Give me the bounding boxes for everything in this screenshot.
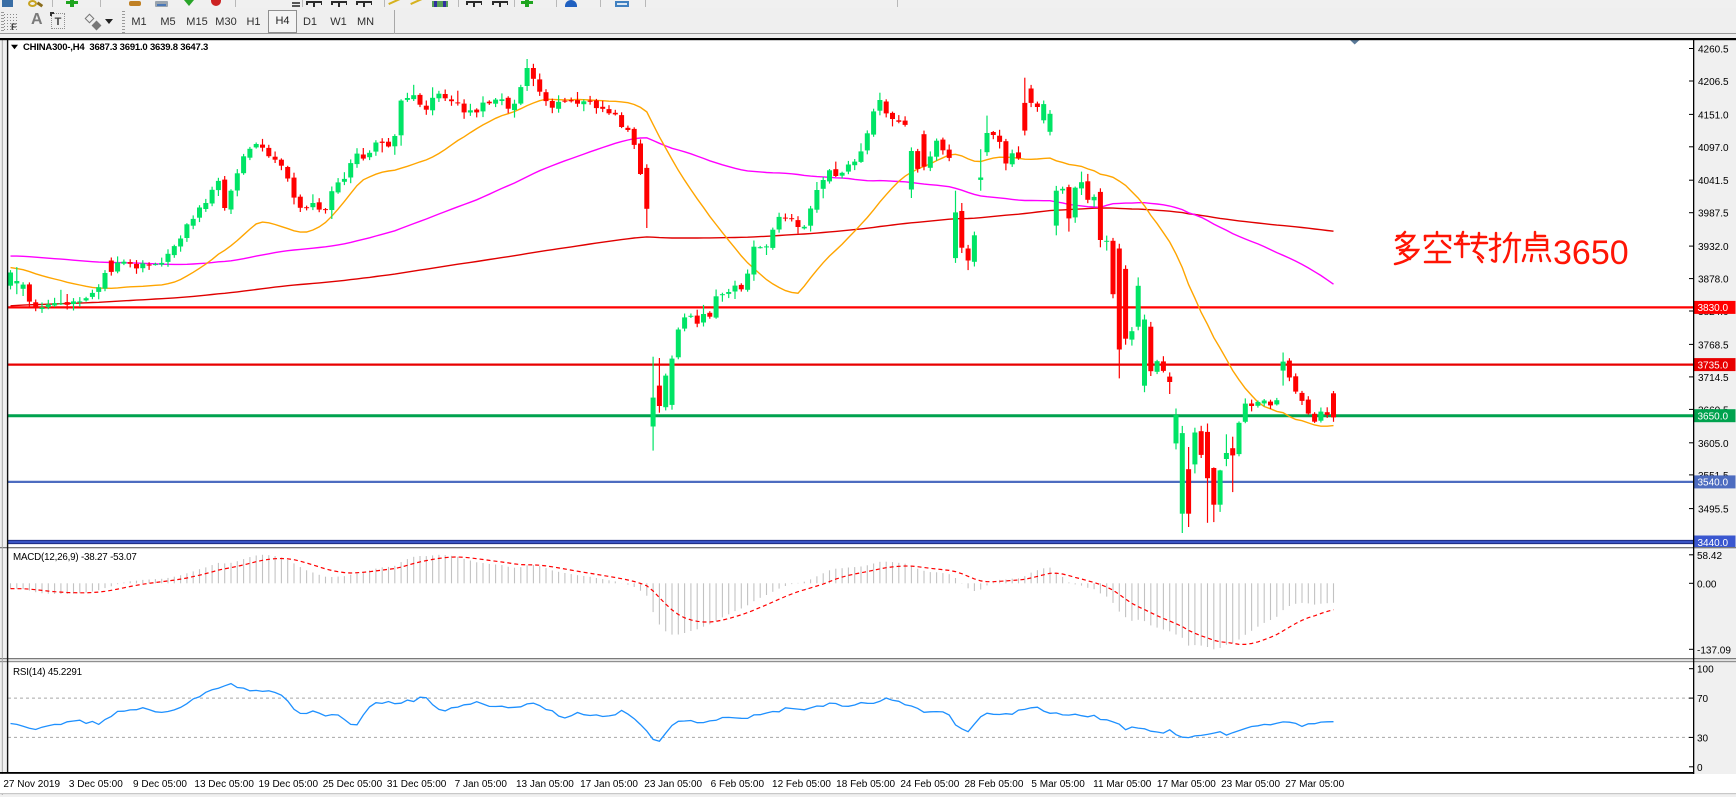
svg-text:25 Dec 05:00: 25 Dec 05:00 (323, 779, 383, 790)
svg-text:3650: 3650 (1553, 234, 1629, 272)
svg-text:MACD(12,26,9) -38.27 -53.07: MACD(12,26,9) -38.27 -53.07 (13, 552, 137, 563)
svg-text:58.42: 58.42 (1697, 551, 1722, 562)
svg-text:27 Mar 05:00: 27 Mar 05:00 (1285, 779, 1344, 790)
svg-text:3650.0: 3650.0 (1698, 411, 1729, 422)
svg-text:11 Mar 05:00: 11 Mar 05:00 (1093, 779, 1152, 790)
svg-text:3 Dec 05:00: 3 Dec 05:00 (69, 779, 123, 790)
svg-text:24 Feb 05:00: 24 Feb 05:00 (900, 779, 959, 790)
svg-text:3735.0: 3735.0 (1698, 360, 1729, 371)
svg-text:17 Mar 05:00: 17 Mar 05:00 (1157, 779, 1216, 790)
svg-text:3714.5: 3714.5 (1698, 373, 1729, 384)
svg-text:31 Dec 05:00: 31 Dec 05:00 (387, 779, 447, 790)
svg-text:27 Nov 2019: 27 Nov 2019 (3, 779, 60, 790)
svg-text:9 Dec 05:00: 9 Dec 05:00 (133, 779, 187, 790)
svg-text:0: 0 (1697, 763, 1703, 774)
svg-text:4097.0: 4097.0 (1698, 143, 1729, 154)
svg-text:3495.5: 3495.5 (1698, 505, 1729, 516)
svg-text:5 Mar 05:00: 5 Mar 05:00 (1031, 779, 1085, 790)
svg-text:3768.5: 3768.5 (1698, 340, 1729, 351)
svg-text:3440.0: 3440.0 (1698, 538, 1729, 549)
svg-text:12 Feb 05:00: 12 Feb 05:00 (772, 779, 831, 790)
svg-text:18 Feb 05:00: 18 Feb 05:00 (836, 779, 895, 790)
svg-text:6 Feb 05:00: 6 Feb 05:00 (711, 779, 765, 790)
svg-text:13 Dec 05:00: 13 Dec 05:00 (194, 779, 254, 790)
svg-text:28 Feb 05:00: 28 Feb 05:00 (964, 779, 1023, 790)
svg-text:4151.0: 4151.0 (1698, 110, 1729, 121)
svg-text:RSI(14) 45.2291: RSI(14) 45.2291 (13, 667, 82, 678)
svg-text:13 Jan 05:00: 13 Jan 05:00 (516, 779, 574, 790)
svg-text:-137.09: -137.09 (1697, 645, 1731, 656)
svg-text:4260.5: 4260.5 (1698, 45, 1729, 56)
svg-text:0.00: 0.00 (1697, 579, 1717, 590)
svg-text:3878.0: 3878.0 (1698, 275, 1729, 286)
svg-text:19 Dec 05:00: 19 Dec 05:00 (259, 779, 319, 790)
svg-text:7 Jan 05:00: 7 Jan 05:00 (455, 779, 508, 790)
svg-text:3987.5: 3987.5 (1698, 209, 1729, 220)
svg-text:100: 100 (1697, 665, 1714, 676)
svg-text:CHINA300-,H4 3687.3 3691.0 36: CHINA300-,H4 3687.3 3691.0 3639.8 3647.3 (23, 42, 208, 53)
svg-text:3830.0: 3830.0 (1698, 303, 1729, 314)
svg-text:4206.5: 4206.5 (1698, 77, 1729, 88)
svg-text:23 Jan 05:00: 23 Jan 05:00 (644, 779, 702, 790)
svg-text:4041.5: 4041.5 (1698, 176, 1729, 187)
svg-text:23 Mar 05:00: 23 Mar 05:00 (1221, 779, 1280, 790)
svg-text:17 Jan 05:00: 17 Jan 05:00 (580, 779, 638, 790)
svg-text:70: 70 (1697, 694, 1709, 705)
svg-text:30: 30 (1697, 733, 1709, 744)
svg-text:3540.0: 3540.0 (1698, 478, 1729, 489)
svg-text:3932.0: 3932.0 (1698, 242, 1729, 253)
svg-text:3605.0: 3605.0 (1698, 439, 1729, 450)
